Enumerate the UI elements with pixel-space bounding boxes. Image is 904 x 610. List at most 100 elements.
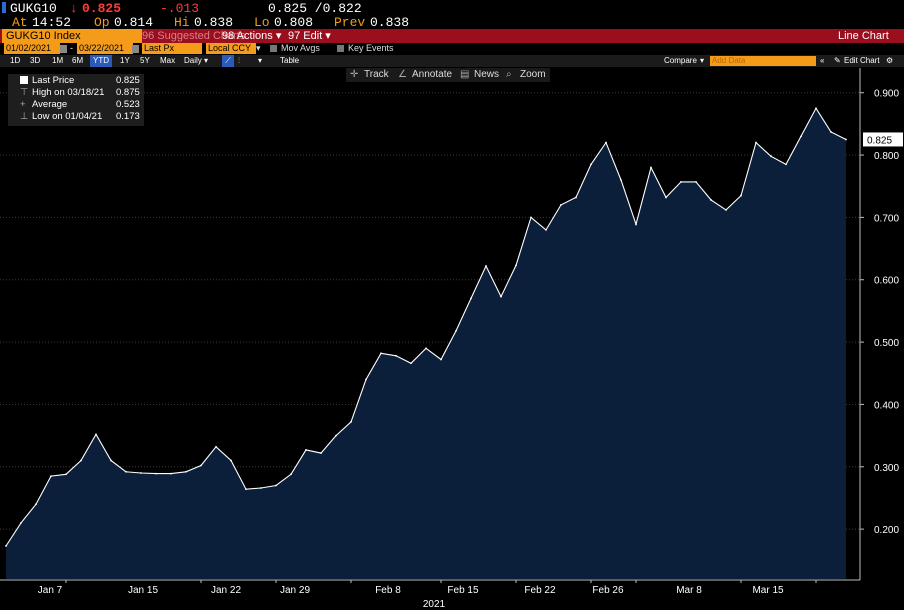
period-bar: 1D 3D 1M 6M YTD 1Y 5Y Max Daily ▾ ⟋ ⫶ ▾ … xyxy=(0,55,904,67)
currency-dropdown-icon[interactable]: ▾ xyxy=(256,43,261,53)
bar-style-icon[interactable]: ⫶ xyxy=(238,56,240,65)
data-point xyxy=(470,297,472,300)
period-max[interactable]: Max xyxy=(160,56,176,65)
x-tick-label: Jan 29 xyxy=(280,585,310,596)
data-point xyxy=(665,196,667,199)
period-ytd[interactable]: YTD xyxy=(90,55,112,67)
data-point xyxy=(725,209,727,211)
x-tick-label: Mar 8 xyxy=(676,585,702,596)
area-fill xyxy=(6,108,846,580)
end-date-field[interactable]: 03/22/2021 xyxy=(77,43,133,54)
function-bar: GUKG10 Index 96 Suggested Charts 98 Acti… xyxy=(0,29,904,43)
compare-button[interactable]: Compare xyxy=(664,56,697,65)
annotate-button[interactable]: Annotate xyxy=(412,69,453,80)
x-tick-label: Feb 15 xyxy=(447,585,479,596)
data-point xyxy=(305,449,307,451)
news-icon[interactable]: ▤ xyxy=(460,69,470,80)
last-price: 0.825 xyxy=(82,1,122,16)
date-separator: - xyxy=(70,43,73,53)
data-point xyxy=(50,475,52,478)
collapse-icon[interactable]: « xyxy=(820,56,825,65)
price-chart[interactable]: 0.200 0.300 0.400 0.500 0.600 0.700 0.800 0.900… xyxy=(0,68,904,610)
data-point xyxy=(155,472,157,475)
legend-last-value: 0.825 xyxy=(116,75,140,86)
prev-label: Prev xyxy=(334,15,366,30)
settings-icon[interactable]: ✎ xyxy=(834,56,841,65)
data-point xyxy=(365,378,367,381)
chart-settings: 01/02/2021 - 03/22/2021 Last Px Local CC… xyxy=(0,43,904,55)
data-point xyxy=(125,470,127,473)
legend-high-label: High on 03/18/21 xyxy=(32,87,105,98)
track-icon[interactable]: ✛ xyxy=(350,69,359,80)
actions-menu[interactable]: 98 Actions ▾ xyxy=(222,30,282,42)
data-point xyxy=(95,433,97,436)
data-point xyxy=(560,204,562,206)
mov-avgs-label[interactable]: Mov Avgs xyxy=(281,43,320,53)
period-6m[interactable]: 6M xyxy=(72,56,84,65)
ticker: GUKG10 xyxy=(10,1,57,16)
x-tick-label: Feb 26 xyxy=(592,585,624,596)
x-tick-label: Feb 22 xyxy=(524,585,556,596)
open-value: 0.814 xyxy=(114,15,154,30)
data-point xyxy=(620,179,622,181)
period-5y[interactable]: 5Y xyxy=(140,56,150,65)
style-dropdown-icon[interactable]: ▾ xyxy=(258,56,263,65)
period-3d[interactable]: 3D xyxy=(30,56,41,65)
data-point xyxy=(110,459,112,462)
field-select[interactable]: Last Px xyxy=(142,43,202,54)
calendar-icon[interactable] xyxy=(132,45,139,53)
currency-select[interactable]: Local CCY xyxy=(206,43,256,54)
legend-last-label: Last Price xyxy=(32,75,75,86)
data-point xyxy=(80,459,82,462)
frequency-select[interactable]: Daily ▾ xyxy=(184,56,209,65)
y-tick-label: 0.400 xyxy=(874,400,899,411)
table-button[interactable]: Table xyxy=(280,56,300,65)
data-point xyxy=(440,358,442,361)
x-axis-label: 2021 xyxy=(423,599,446,610)
gear-icon[interactable]: ⚙ xyxy=(886,56,894,65)
data-point xyxy=(410,362,412,365)
key-events-checkbox[interactable] xyxy=(337,45,344,52)
annotate-icon[interactable]: ∠ xyxy=(398,69,407,80)
data-point xyxy=(575,196,577,199)
data-point xyxy=(530,216,532,219)
key-events-label[interactable]: Key Events xyxy=(348,43,394,53)
average-marker-icon: + xyxy=(20,99,26,110)
prev-value: 0.838 xyxy=(370,15,410,30)
start-date-field[interactable]: 01/02/2021 xyxy=(4,43,60,54)
open-label: Op xyxy=(94,15,110,30)
y-tick-label: 0.600 xyxy=(874,276,899,287)
add-data-input[interactable]: Add Data xyxy=(710,56,816,66)
zoom-button[interactable]: Zoom xyxy=(520,69,546,80)
data-point xyxy=(275,484,277,487)
zoom-icon[interactable]: ⌕ xyxy=(506,69,512,80)
edit-chart-button[interactable]: Edit Chart xyxy=(844,56,880,65)
x-tick-label: Jan 15 xyxy=(128,585,158,596)
y-tick-label: 0.900 xyxy=(874,89,899,100)
compare-dropdown-icon[interactable]: ▾ xyxy=(700,56,705,65)
data-point xyxy=(290,473,292,476)
security-field[interactable]: GUKG10 Index xyxy=(2,29,142,43)
at-label: At xyxy=(12,15,28,30)
calendar-icon[interactable] xyxy=(60,45,67,53)
data-point xyxy=(395,354,397,357)
data-point xyxy=(215,445,217,448)
line-style-icon[interactable]: ⟋ xyxy=(222,55,234,67)
track-button[interactable]: Track xyxy=(364,69,389,80)
mov-avgs-checkbox[interactable] xyxy=(270,45,277,52)
period-1y[interactable]: 1Y xyxy=(120,56,130,65)
suggested-charts-button[interactable]: 96 Suggested Charts xyxy=(142,30,246,42)
net-change: -.013 xyxy=(160,1,200,16)
period-1m[interactable]: 1M xyxy=(52,56,64,65)
x-tick-label: Jan 22 xyxy=(211,585,241,596)
data-point xyxy=(815,107,817,110)
edit-menu[interactable]: 97 Edit ▾ xyxy=(288,30,331,42)
data-point xyxy=(800,135,802,138)
data-point xyxy=(245,488,247,491)
news-button[interactable]: News xyxy=(474,69,500,80)
data-point xyxy=(65,473,67,476)
data-point xyxy=(545,228,547,231)
quote-header: GUKG10 ↓ 0.825 -.013 0.825 /0.822 xyxy=(0,0,904,16)
period-1d[interactable]: 1D xyxy=(10,56,21,65)
data-point xyxy=(695,180,697,183)
